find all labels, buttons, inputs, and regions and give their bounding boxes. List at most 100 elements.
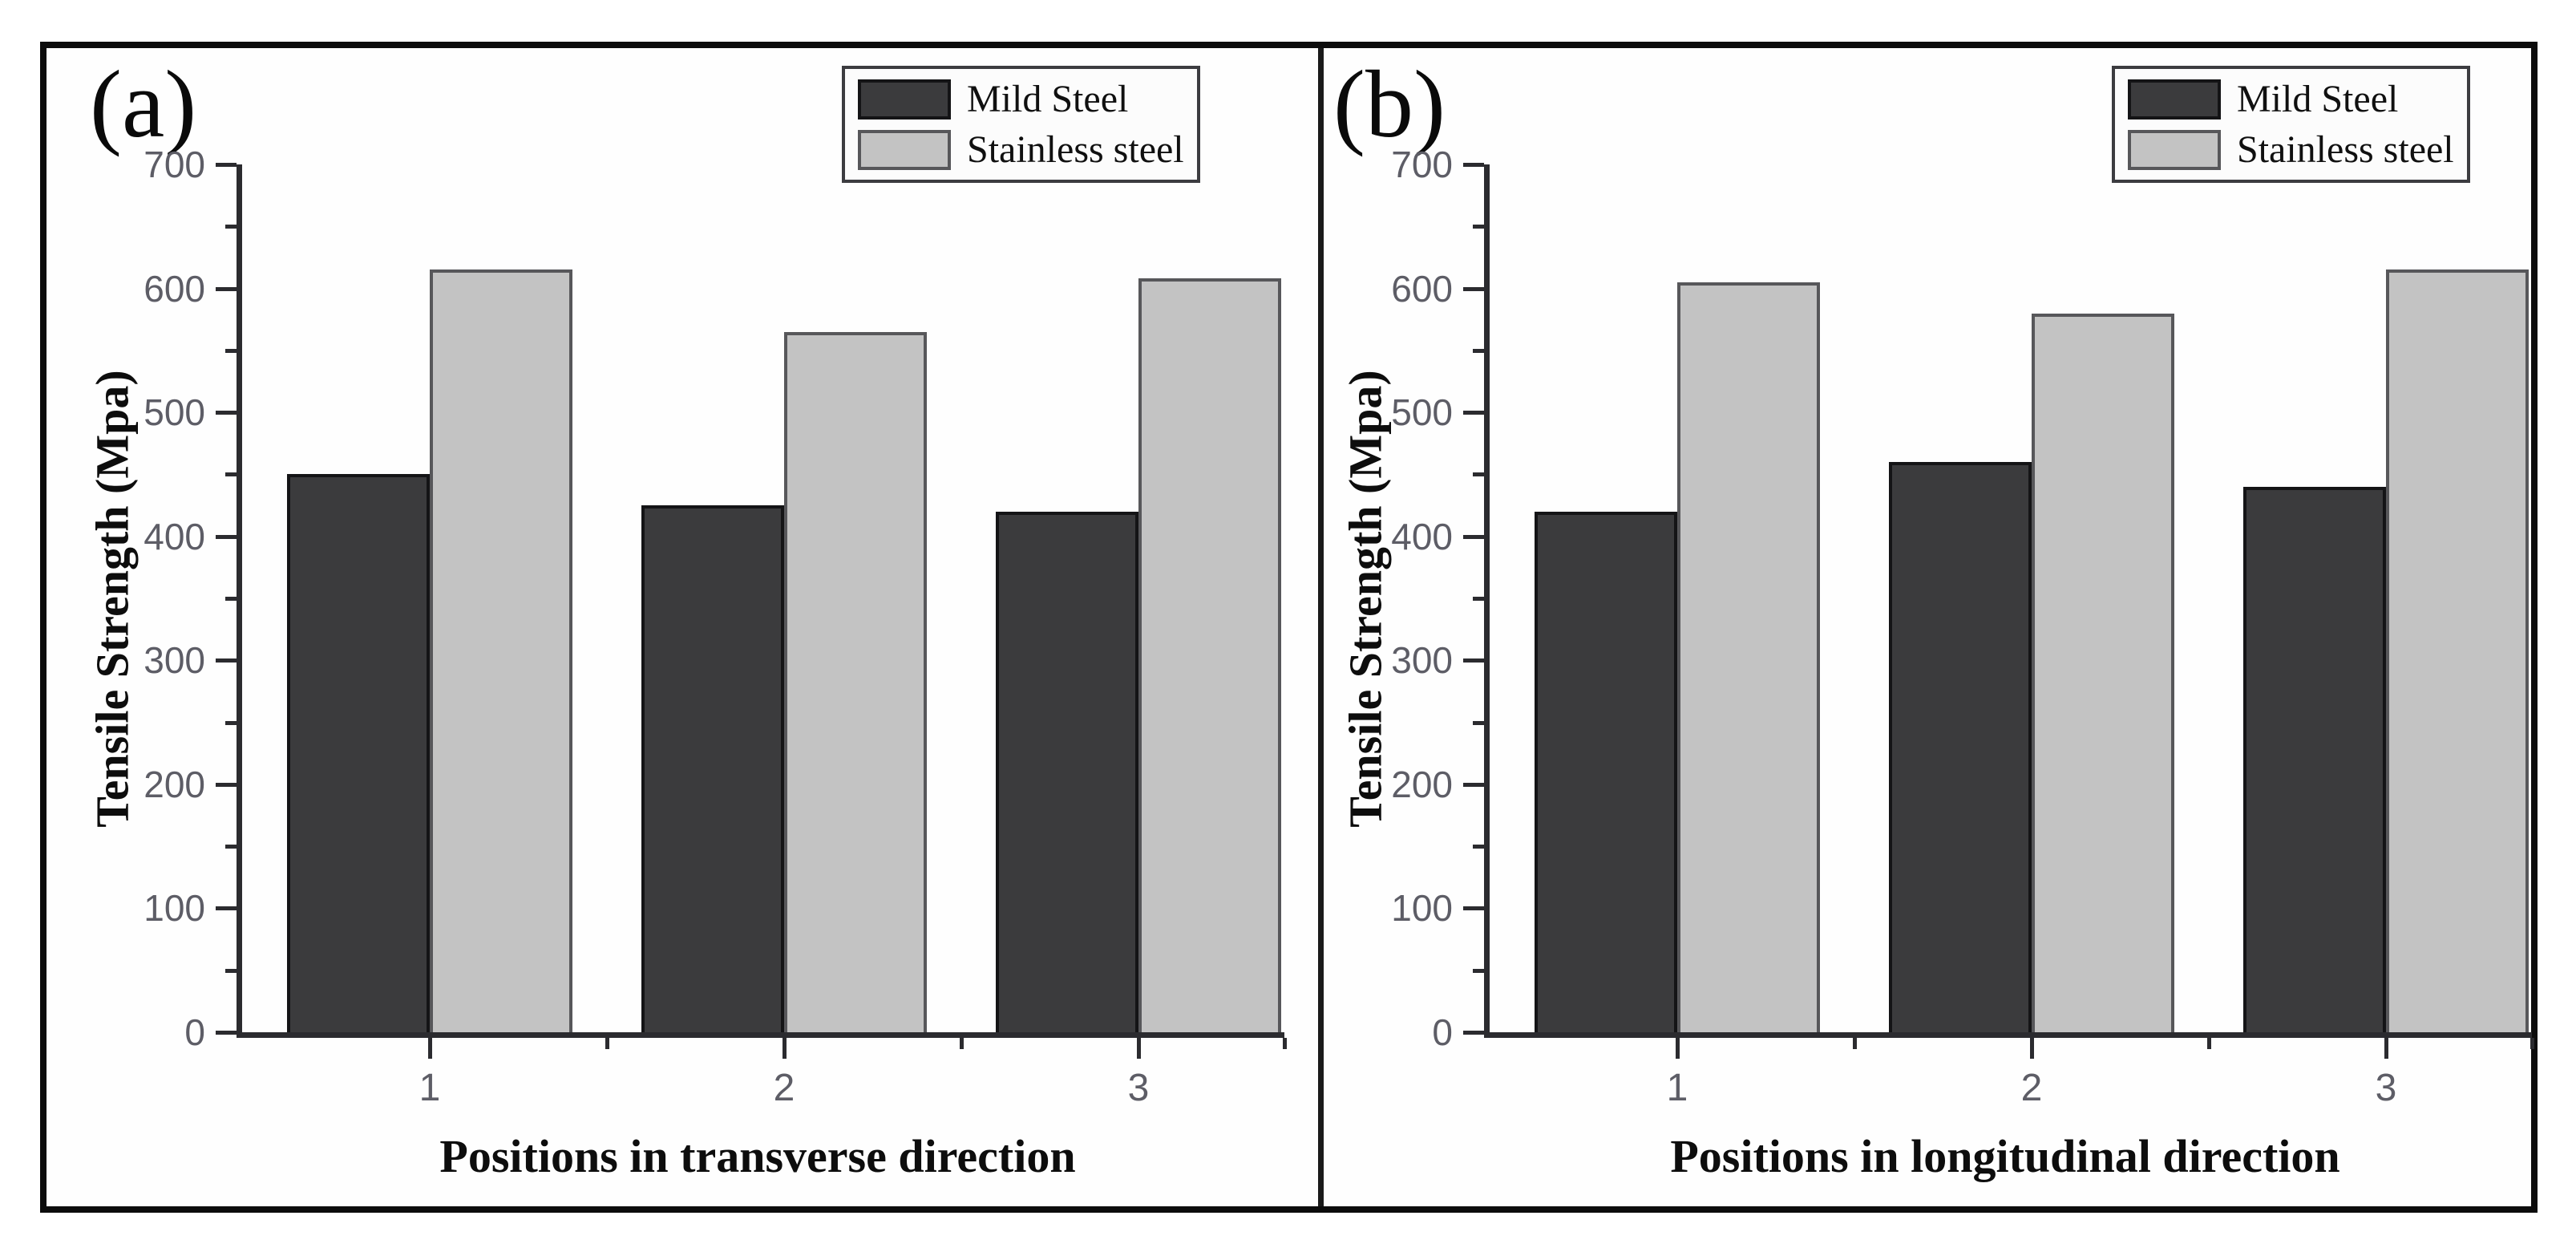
bar-stainless-steel: [1138, 278, 1281, 1032]
legend-label: Stainless steel: [2237, 128, 2454, 171]
x-tick-label: 1: [1666, 1067, 1688, 1109]
y-tick-label: 400: [144, 515, 205, 557]
x-tick: [1137, 1038, 1141, 1059]
x-tick: [2030, 1038, 2034, 1059]
plot-area: 0 100 200 300 400 500 600 700 1 2 3: [1391, 144, 2534, 1109]
x-minor-tick: [1283, 1038, 1287, 1049]
bar-mild-steel: [287, 474, 430, 1032]
panel-divider: [1318, 48, 1324, 1206]
y-minor-tick: [225, 597, 237, 601]
y-tick: [216, 411, 237, 415]
y-minor-tick: [225, 845, 237, 849]
x-minor-tick: [1853, 1038, 1857, 1049]
y-tick: [1463, 286, 1484, 291]
y-minor-tick: [1473, 348, 1484, 353]
x-axis-title: Positions in transverse direction: [439, 1130, 1076, 1182]
y-tick: [216, 534, 237, 539]
y-tick-label: 600: [1391, 267, 1453, 310]
x-tick: [1676, 1038, 1680, 1059]
x-axis-title: Positions in longitudinal direction: [1670, 1130, 2340, 1182]
y-tick-label: 600: [144, 267, 205, 310]
legend-swatch-mild-steel: [2128, 79, 2221, 120]
panel-a: (a) Tensile Strength (Mpa) 0 100 200 300 400…: [47, 48, 1318, 1206]
x-tick: [2384, 1038, 2388, 1059]
y-minor-tick: [1473, 845, 1484, 849]
bar-mild-steel: [641, 505, 784, 1032]
x-minor-tick: [605, 1038, 609, 1049]
x-minor-tick: [2207, 1038, 2211, 1049]
x-minor-tick: [960, 1038, 964, 1049]
y-minor-tick: [1473, 225, 1484, 229]
x-tick: [783, 1038, 787, 1059]
y-minor-tick: [225, 720, 237, 725]
y-tick-label: 100: [1391, 887, 1453, 930]
y-minor-tick: [225, 472, 237, 477]
y-tick-label: 300: [144, 639, 205, 682]
y-tick-label: 300: [1391, 639, 1453, 682]
legend-swatch-stainless-steel: [2128, 129, 2221, 170]
panel-letter: (b): [1333, 51, 1446, 157]
y-axis-title: Tensile Strength (Mpa): [1339, 369, 1392, 828]
bar-stainless-steel: [784, 331, 927, 1032]
y-tick-label: 200: [1391, 763, 1453, 805]
x-tick-label: 3: [1127, 1067, 1150, 1109]
y-tick: [216, 286, 237, 291]
y-tick: [1463, 906, 1484, 911]
y-minor-tick: [225, 968, 237, 973]
y-tick: [216, 163, 237, 167]
panel-letter: (a): [90, 51, 197, 157]
bar-stainless-steel: [2386, 269, 2529, 1032]
legend-label: Mild Steel: [2237, 78, 2399, 120]
y-tick-label: 100: [144, 887, 205, 930]
legend-row: Stainless steel: [858, 128, 1184, 172]
plot-area: 0 100 200 300 400 500 600 700 1 2 3: [144, 144, 1287, 1109]
y-tick-label: 0: [1432, 1011, 1453, 1053]
y-tick-label: 0: [184, 1011, 205, 1053]
y-tick: [216, 658, 237, 663]
x-tick-label: 2: [2020, 1067, 2043, 1109]
bar-mild-steel: [1535, 511, 1677, 1032]
y-tick-label: 200: [144, 763, 205, 805]
legend-label: Mild Steel: [967, 78, 1129, 120]
y-tick: [1463, 534, 1484, 539]
y-tick-label: 700: [144, 144, 205, 185]
bar-mild-steel: [996, 511, 1138, 1032]
y-tick: [216, 782, 237, 787]
y-tick: [1463, 782, 1484, 787]
y-tick-label: 400: [1391, 515, 1453, 557]
y-tick-label: 500: [144, 391, 205, 434]
legend: Mild Steel Stainless steel: [842, 66, 1200, 183]
y-tick: [1463, 658, 1484, 663]
legend-row: Mild Steel: [858, 77, 1184, 121]
legend-swatch-mild-steel: [858, 79, 951, 120]
bar-stainless-steel: [2032, 313, 2174, 1032]
y-tick: [216, 906, 237, 911]
y-tick: [1463, 163, 1484, 167]
y-tick: [1463, 1031, 1484, 1035]
y-tick-label: 500: [1391, 391, 1453, 434]
panel-b: (b) Tensile Strength (Mpa) 0 100 200 300 400…: [1324, 48, 2534, 1206]
y-minor-tick: [1473, 968, 1484, 973]
y-tick: [216, 1031, 237, 1035]
x-tick-label: 1: [419, 1067, 441, 1109]
y-minor-tick: [1473, 472, 1484, 477]
x-minor-tick: [2530, 1038, 2534, 1049]
legend-row: Mild Steel: [2128, 77, 2454, 121]
legend-row: Stainless steel: [2128, 128, 2454, 172]
x-tick-label: 2: [773, 1067, 795, 1109]
y-minor-tick: [225, 225, 237, 229]
figure-frame: (a) Tensile Strength (Mpa) 0 100 200 300 400…: [40, 42, 2538, 1213]
y-minor-tick: [1473, 597, 1484, 601]
bar-stainless-steel: [430, 269, 572, 1032]
bar-mild-steel: [2243, 486, 2386, 1032]
x-tick: [428, 1038, 432, 1059]
y-axis-title: Tensile Strength (Mpa): [86, 369, 139, 828]
legend-swatch-stainless-steel: [858, 129, 951, 170]
y-tick: [1463, 411, 1484, 415]
y-tick-label: 700: [1391, 144, 1453, 185]
legend: Mild Steel Stainless steel: [2112, 66, 2470, 183]
y-minor-tick: [225, 348, 237, 353]
bar-stainless-steel: [1677, 282, 1820, 1032]
bar-mild-steel: [1889, 461, 2032, 1032]
y-minor-tick: [1473, 720, 1484, 725]
